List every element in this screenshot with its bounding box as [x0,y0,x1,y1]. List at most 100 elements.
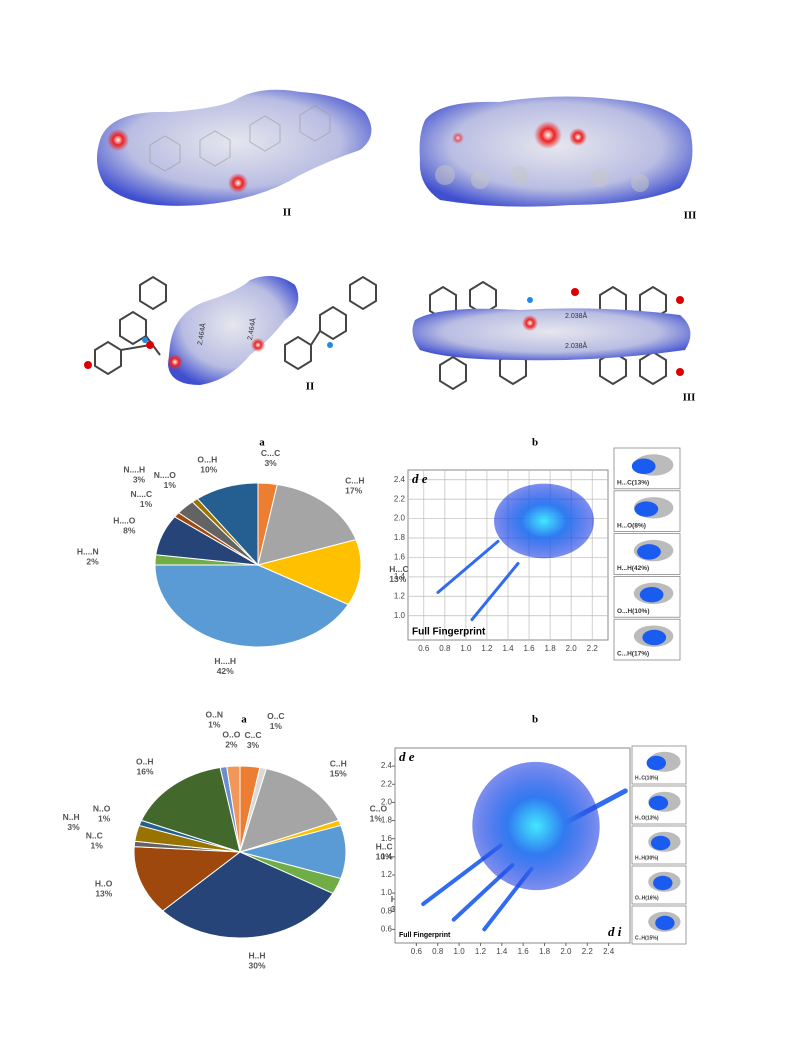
slice-label: O..N [206,710,223,720]
surface-iii [419,96,693,207]
caption: Full Fingerprint [399,932,451,939]
slice-value: 3% [67,822,80,832]
thumb-blue [650,835,671,851]
fingerprint-cloud [436,483,594,622]
pie-slice [257,483,357,566]
y-tick-label: 2.0 [394,514,406,523]
slice-value: 30% [248,960,265,970]
slice-value: 10% [376,851,393,861]
slice-value: 10% [200,464,217,474]
thumb-blue [639,586,664,603]
slice-value: 13% [95,889,112,899]
y-tick-label: 2.2 [394,494,406,503]
y-tick-label: 2.4 [381,761,393,770]
thumb-blue [646,755,667,771]
y-tick-label: 2.0 [381,798,393,807]
slice-label: H..O [95,879,113,889]
slice-label: N....C [130,489,152,499]
y-axis-label: d e [412,471,428,486]
pie-slice [154,564,350,648]
slice-label: N..O [93,803,111,813]
slice-value: 13% [389,574,406,584]
slice-label: H....N [77,546,99,556]
thumb-blue [653,875,673,891]
slice-value: 1% [98,813,111,823]
molecule-label: II [283,207,292,219]
x-axis-label: d i [608,924,622,939]
x-tick-label: 1.4 [502,644,514,653]
y-tick-label: 1.8 [381,816,393,825]
surface-ii-contacts [84,275,377,385]
pie-slice [256,539,362,606]
slice-label: N..C [86,831,103,841]
thumb-blue [637,544,661,560]
slice-label: O..O [222,730,240,740]
slice-label: O..H [136,756,153,766]
y-tick-label: 2.2 [381,779,393,788]
x-tick-label: 0.8 [439,644,451,653]
slice-label: N....O [154,470,177,480]
y-tick-label: 1.0 [381,888,393,897]
x-tick-label: 1.0 [454,947,466,956]
x-tick-label: 2.2 [582,947,594,956]
molecule-label: III [684,210,697,222]
spike [436,539,500,594]
y-tick-label: 2.4 [394,475,406,484]
slice-value: 1% [91,841,104,851]
slice-label: O...H [197,454,217,464]
x-tick-label: 2.2 [587,644,599,653]
thumb-label: H..C(10%) [635,775,659,781]
y-tick-label: 1.0 [394,611,406,620]
thumb-blue [631,458,656,474]
fingerprint-cloud [421,761,628,932]
slice-value: 15% [330,769,347,779]
thumb-blue [634,501,659,517]
x-tick-label: 1.6 [518,947,530,956]
slice-value: 2% [225,740,238,750]
slice-value: 17% [345,486,362,496]
slice-value: 1% [270,721,283,731]
molecule-label: II [306,381,315,393]
slice-label: N....H [123,464,145,474]
chart-title: a [241,714,247,726]
slice-label: O..C [267,711,284,721]
x-tick-label: 0.6 [411,947,423,956]
slice-label: H...C [389,564,408,574]
slice-value: 1% [208,720,221,730]
y-tick-label: 0.6 [381,925,393,934]
slice-value: 8% [123,526,136,536]
slice-label: H....H [214,656,236,666]
surface-iii-contacts [412,280,691,391]
slice-value: 3% [133,474,146,484]
x-tick-label: 1.0 [460,644,472,653]
y-tick-label: 1.2 [381,870,393,879]
pie-slice [133,846,242,912]
x-tick-label: 1.2 [481,644,493,653]
slice-value: 3% [264,458,277,468]
thumb-label: O...H(10%) [617,608,650,615]
y-axis-label: d e [399,749,415,764]
thumb-blue [642,629,667,646]
x-tick-label: 2.0 [560,947,572,956]
x-tick-label: 1.2 [475,947,487,956]
thumb-label: O..H(16%) [635,895,659,901]
slice-value: 42% [217,666,234,676]
x-tick-label: 1.8 [545,644,557,653]
y-tick-label: 1.4 [381,852,393,861]
thumb-blue [648,795,669,811]
pie-slice [140,766,241,853]
thumb-label: H..O(13%) [635,815,659,821]
cloud [472,761,600,891]
surface-ii [96,89,372,206]
y-tick-label: 1.8 [394,533,406,542]
caption: Full Fingerprint [412,627,486,638]
y-tick-label: 1.6 [381,834,393,843]
x-tick-label: 2.4 [603,947,615,956]
pie-slice [239,768,340,853]
spike [470,562,520,622]
thumb-blue [655,915,675,931]
slice-label: H..C [376,841,393,851]
thumb-label: H...C(13%) [617,480,649,487]
x-tick-label: 1.4 [496,947,508,956]
